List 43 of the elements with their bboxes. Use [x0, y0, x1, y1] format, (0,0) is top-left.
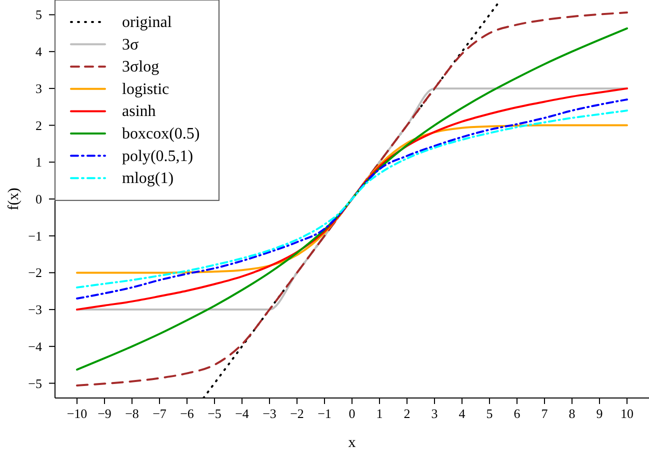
y-tick-label: −5	[28, 376, 42, 391]
x-tick-label: 4	[458, 406, 466, 421]
x-tick-label: 7	[541, 406, 548, 421]
legend-label: asinh	[122, 103, 156, 120]
x-axis-title: x	[348, 435, 356, 451]
y-tick-label: 2	[36, 118, 42, 133]
y-tick-label: 4	[36, 44, 42, 60]
x-tick-label: 3	[431, 406, 438, 421]
x-tick-label: 9	[596, 406, 603, 421]
y-tick-label: −4	[28, 338, 42, 354]
x-tick-label: −4	[235, 406, 250, 421]
y-axis-title: f(x)	[6, 188, 22, 210]
legend-label: 3σ	[122, 36, 139, 54]
x-tick-label: −7	[152, 406, 167, 421]
x-tick-label: 8	[568, 406, 576, 421]
line-series	[76, 124, 628, 274]
x-tick-label: −8	[125, 406, 139, 421]
legend-label: original	[122, 14, 172, 31]
y-tick-label: −2	[28, 265, 42, 280]
x-tick-label: 5	[486, 406, 493, 421]
x-tick-label: −2	[290, 406, 304, 421]
y-tick-label: −3	[28, 302, 42, 318]
legend-label: mlog(1)	[122, 170, 174, 188]
x-tick-label: 0	[348, 406, 356, 421]
y-tick-label: −1	[28, 228, 42, 244]
legend-label: poly(0.5,1)	[122, 148, 194, 165]
x-tick-label: −6	[180, 406, 194, 421]
y-tick-label: 0	[36, 192, 42, 206]
x-tick-label: 2	[404, 406, 410, 421]
x-tick-label: −9	[98, 406, 112, 421]
y-tick-label: 5	[36, 7, 42, 22]
x-tick-label: −3	[262, 406, 276, 421]
x-tick-label: 6	[514, 406, 521, 421]
legend-label: boxcox(0.5)	[122, 126, 200, 142]
x-tick-label: −10	[66, 406, 88, 421]
y-tick-label: 1	[36, 154, 42, 170]
x-tick-label: −1	[318, 406, 332, 421]
y-tick-label: 3	[36, 80, 42, 96]
x-tick-label: 10	[620, 406, 634, 421]
legend-label: logistic	[122, 80, 170, 98]
x-tick-label: 1	[376, 406, 383, 421]
x-tick-label: −5	[208, 406, 222, 421]
legend-label: 3σlog	[122, 58, 160, 76]
